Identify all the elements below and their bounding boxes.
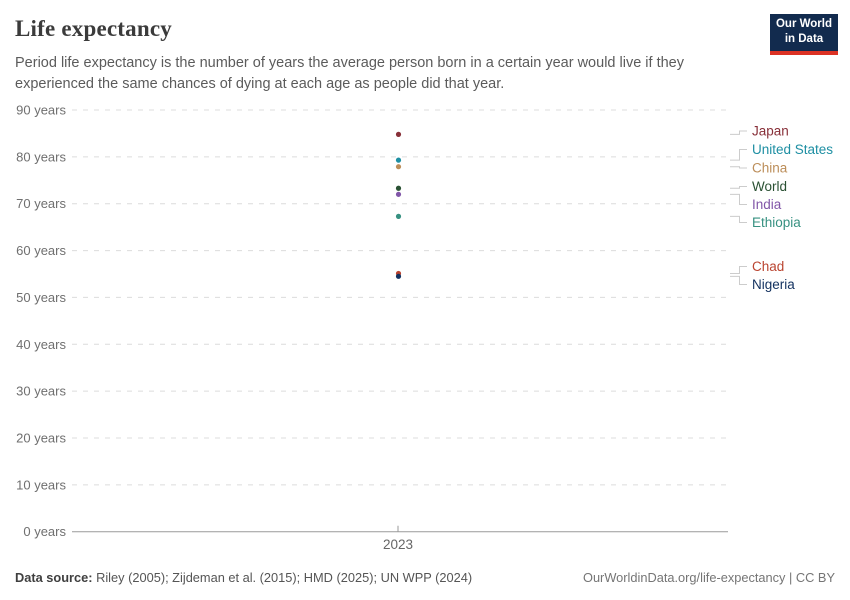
legend-connector-nigeria: [730, 275, 747, 285]
legend-connector-world: [730, 186, 747, 189]
data-point-india[interactable]: [395, 191, 402, 197]
y-tick-label-10: 10 years: [16, 477, 66, 492]
legend-connector-china: [730, 166, 747, 169]
y-tick-label-80: 80 years: [16, 149, 66, 164]
legend-label-chad[interactable]: Chad: [752, 259, 784, 274]
y-tick-label-90: 90 years: [16, 103, 66, 118]
data-source-note: Data source: Riley (2005); Zijdeman et a…: [15, 570, 472, 585]
x-tick-label-2023: 2023: [383, 537, 413, 552]
data-point-ethiopia[interactable]: [395, 213, 402, 219]
legend-connector-ethiopia: [730, 215, 747, 223]
owid-cc-by-link[interactable]: OurWorldinData.org/life-expectancy | CC …: [582, 570, 835, 585]
y-tick-label-60: 60 years: [16, 243, 66, 258]
data-point-japan[interactable]: [395, 131, 402, 137]
legend-label-world[interactable]: World: [752, 179, 787, 194]
owid-logo[interactable]: Our World in Data: [770, 14, 838, 55]
y-tick-label-30: 30 years: [16, 384, 66, 399]
chart-footer: Data source: Riley (2005); Zijdeman et a…: [15, 570, 835, 585]
legend-connector-chad: [730, 266, 747, 275]
y-tick-label-20: 20 years: [16, 430, 66, 445]
y-tick-label-50: 50 years: [16, 290, 66, 305]
data-source-text: Riley (2005); Zijdeman et al. (2015); HM…: [92, 570, 473, 585]
data-point-china[interactable]: [395, 164, 402, 170]
legend-label-china[interactable]: China: [752, 161, 788, 176]
data-source-label: Data source:: [15, 570, 93, 585]
legend-connector-united-states: [730, 149, 747, 161]
logo-line-1: Our World: [775, 18, 832, 30]
legend-connector-japan: [730, 130, 747, 135]
page-title: Life expectancy: [15, 16, 172, 41]
y-tick-label-0: 0 years: [23, 524, 66, 539]
data-point-nigeria[interactable]: [395, 273, 402, 279]
y-tick-label-40: 40 years: [16, 337, 66, 352]
data-point-united-states[interactable]: [395, 157, 402, 163]
legend-label-japan[interactable]: Japan: [752, 124, 789, 139]
legend-label-ethiopia[interactable]: Ethiopia: [752, 215, 801, 230]
legend-connector-india: [730, 193, 747, 205]
page-subtitle: Period life expectancy is the number of …: [15, 55, 684, 92]
logo-line-2: in Data: [784, 32, 824, 45]
y-tick-label-70: 70 years: [16, 196, 66, 211]
legend-label-india[interactable]: India: [752, 197, 782, 212]
legend-label-nigeria[interactable]: Nigeria: [752, 277, 795, 292]
legend-label-united-states[interactable]: United States: [752, 142, 833, 157]
data-point-world[interactable]: [395, 185, 402, 191]
